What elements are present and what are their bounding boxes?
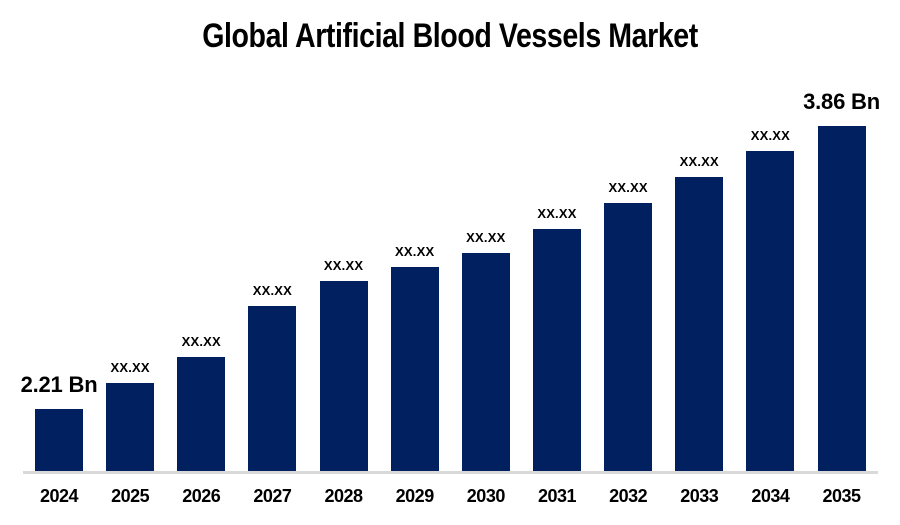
bar-2031: XX.XX xyxy=(532,206,581,471)
x-axis-label-2030: 2030 xyxy=(466,486,506,506)
x-axis-line xyxy=(23,471,878,474)
bar-value-label-2027: XX.XX xyxy=(252,283,293,298)
bar-2032: XX.XX xyxy=(604,180,653,471)
bar-2034: XX.XX xyxy=(746,128,795,471)
bar-2028: XX.XX xyxy=(319,258,368,471)
bar-value-label-2030: XX.XX xyxy=(466,230,506,245)
x-axis-label-2029: 2029 xyxy=(395,486,435,506)
bar-value-label-2029: XX.XX xyxy=(395,244,435,259)
bar-value-label-2031: XX.XX xyxy=(537,206,577,221)
bar-2026: XX.XX xyxy=(177,334,226,471)
bar-value-label-2032: XX.XX xyxy=(608,180,648,195)
x-axis-label-2032: 2032 xyxy=(609,486,648,506)
bar-value-label-2024: 2.21 Bn xyxy=(20,372,98,397)
bar-value-label-2035: 3.86 Bn xyxy=(803,89,880,114)
x-axis-label-2026: 2026 xyxy=(182,486,221,506)
bar-value-label-2034: XX.XX xyxy=(750,128,791,143)
bar-value-label-2025: XX.XX xyxy=(110,360,150,375)
x-axis-label-2033: 2033 xyxy=(680,486,719,506)
x-axis-label-2025: 2025 xyxy=(111,486,150,506)
bar-2029: XX.XX xyxy=(390,244,439,471)
x-axis-label-2028: 2028 xyxy=(324,486,364,506)
bar-2025: XX.XX xyxy=(106,360,155,471)
bar-value-label-2026: XX.XX xyxy=(181,334,221,349)
bar-2033: XX.XX xyxy=(675,154,724,471)
bar-2024: 2.21 Bn xyxy=(21,372,98,471)
bar-2027: XX.XX xyxy=(248,283,297,471)
bar-value-label-2033: XX.XX xyxy=(679,154,719,169)
bar-2030: XX.XX xyxy=(461,230,510,471)
x-axis-label-2034: 2034 xyxy=(751,486,790,506)
x-axis-label-2031: 2031 xyxy=(537,486,577,506)
bar-2035: 3.86 Bn xyxy=(803,89,880,471)
x-axis-label-2035: 2035 xyxy=(822,486,862,506)
bar-value-label-2028: XX.XX xyxy=(323,258,364,273)
chart-title-text: Global Artificial Blood Vessels Market xyxy=(202,17,698,55)
chart-title: Global Artificial Blood Vessels Market xyxy=(0,16,900,57)
x-axis-label-2024: 2024 xyxy=(39,486,79,506)
x-axis-label-2027: 2027 xyxy=(253,486,292,506)
